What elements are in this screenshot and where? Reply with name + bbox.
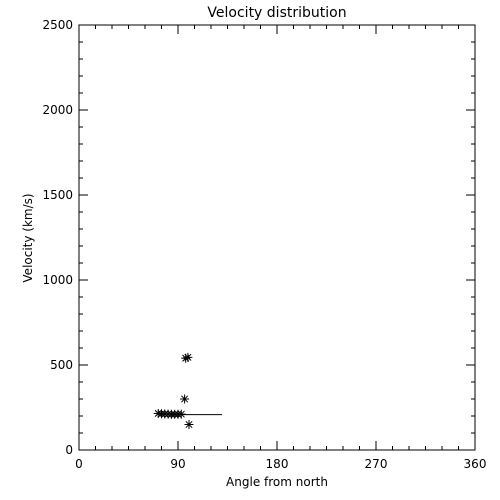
x-tick-label: 180 — [266, 457, 289, 471]
data-point — [184, 420, 194, 429]
x-axis-label: Angle from north — [226, 475, 328, 489]
tick-labels: 0 90 180 270 360 0 500 1000 1500 2000 2500 — [42, 18, 486, 471]
y-axis-label: Velocity (km/s) — [21, 193, 35, 282]
data-points — [153, 352, 194, 429]
y-tick-label: 2000 — [42, 103, 73, 117]
y-tick-label: 1000 — [42, 273, 73, 287]
y-tick-label: 0 — [65, 443, 73, 457]
chart-title: Velocity distribution — [207, 5, 346, 21]
data-point — [180, 394, 190, 404]
x-tick-label: 0 — [75, 457, 83, 471]
x-tick-label: 270 — [365, 457, 388, 471]
axis-ticks — [78, 24, 476, 451]
y-tick-label: 500 — [50, 358, 73, 372]
data-point — [176, 409, 186, 419]
plot-frame — [78, 24, 476, 451]
y-tick-label: 2500 — [42, 18, 73, 32]
x-tick-label: 90 — [170, 457, 185, 471]
y-tick-label: 1500 — [42, 188, 73, 202]
x-tick-label: 360 — [464, 457, 487, 471]
data-point — [183, 352, 193, 362]
